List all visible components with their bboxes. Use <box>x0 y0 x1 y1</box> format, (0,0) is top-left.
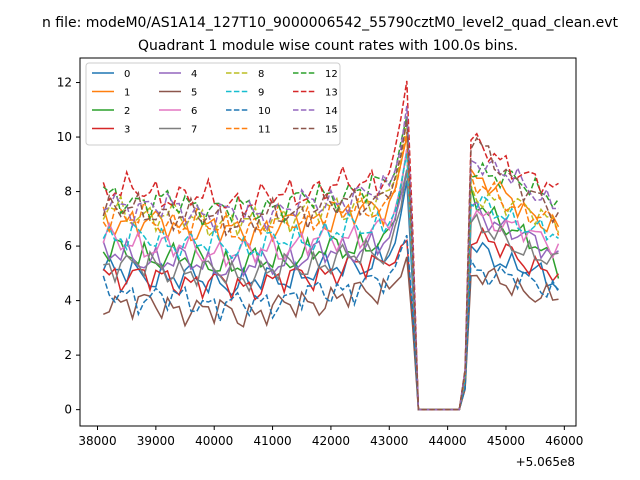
series-line-6 <box>102 148 560 411</box>
legend-label: 4 <box>191 69 197 80</box>
x-tick-label: 45000 <box>487 434 525 448</box>
legend-label: 0 <box>124 69 130 80</box>
legend-label: 9 <box>258 88 264 99</box>
plot-lines <box>102 80 560 411</box>
legend-label: 8 <box>258 69 264 80</box>
chart-title: Quadrant 1 module wise count rates with … <box>138 38 518 54</box>
legend-label: 6 <box>191 106 197 117</box>
x-tick-label: 43000 <box>370 434 408 448</box>
y-tick-label: 4 <box>64 294 72 308</box>
x-tick-label: 41000 <box>253 434 291 448</box>
series-line-8 <box>102 118 560 411</box>
series-line-3 <box>102 226 560 411</box>
y-axis: 0 2 4 6 8 10 12 <box>57 76 80 417</box>
x-tick-label: 39000 <box>137 434 175 448</box>
x-tick-label: 44000 <box>429 434 467 448</box>
y-tick-label: 8 <box>64 185 72 199</box>
y-tick-label: 2 <box>64 348 72 362</box>
legend-label: 11 <box>258 125 271 136</box>
x-tick-label: 40000 <box>195 434 233 448</box>
figure-suptitle: n file: modeM0/AS1A14_127T10_9000006542_… <box>42 15 619 31</box>
series-line-14 <box>102 105 559 411</box>
legend-label: 1 <box>124 88 130 99</box>
series-line-15 <box>102 119 560 411</box>
legend-label: 10 <box>258 106 271 117</box>
x-tick-label: 46000 <box>545 434 583 448</box>
x-tick-label: 42000 <box>312 434 350 448</box>
axes-frame <box>79 57 577 427</box>
y-tick-label: 12 <box>57 76 72 90</box>
legend-label: 14 <box>325 106 338 117</box>
legend-label: 2 <box>124 106 130 117</box>
x-axis-offset-label: +5.065e8 <box>516 455 575 469</box>
y-tick-label: 6 <box>64 239 72 253</box>
legend-label: 5 <box>191 88 197 99</box>
series-line-5 <box>103 256 559 411</box>
y-tick-label: 0 <box>64 403 72 417</box>
legend-label: 12 <box>325 69 338 80</box>
series-line-10 <box>102 234 560 411</box>
series-line-12 <box>102 116 560 411</box>
series-line-9 <box>102 153 559 411</box>
legend-label: 13 <box>325 88 338 99</box>
legend-label: 15 <box>325 125 338 136</box>
legend-label: 7 <box>191 125 197 136</box>
y-tick-label: 10 <box>57 130 72 144</box>
x-tick-label: 38000 <box>78 434 116 448</box>
legend-label: 3 <box>124 125 130 136</box>
x-axis: 38000 39000 40000 41000 42000 43000 44000 45000… <box>78 426 583 448</box>
legend-box <box>85 62 341 146</box>
series-line-1 <box>102 136 560 411</box>
series-line-7 <box>103 169 559 411</box>
